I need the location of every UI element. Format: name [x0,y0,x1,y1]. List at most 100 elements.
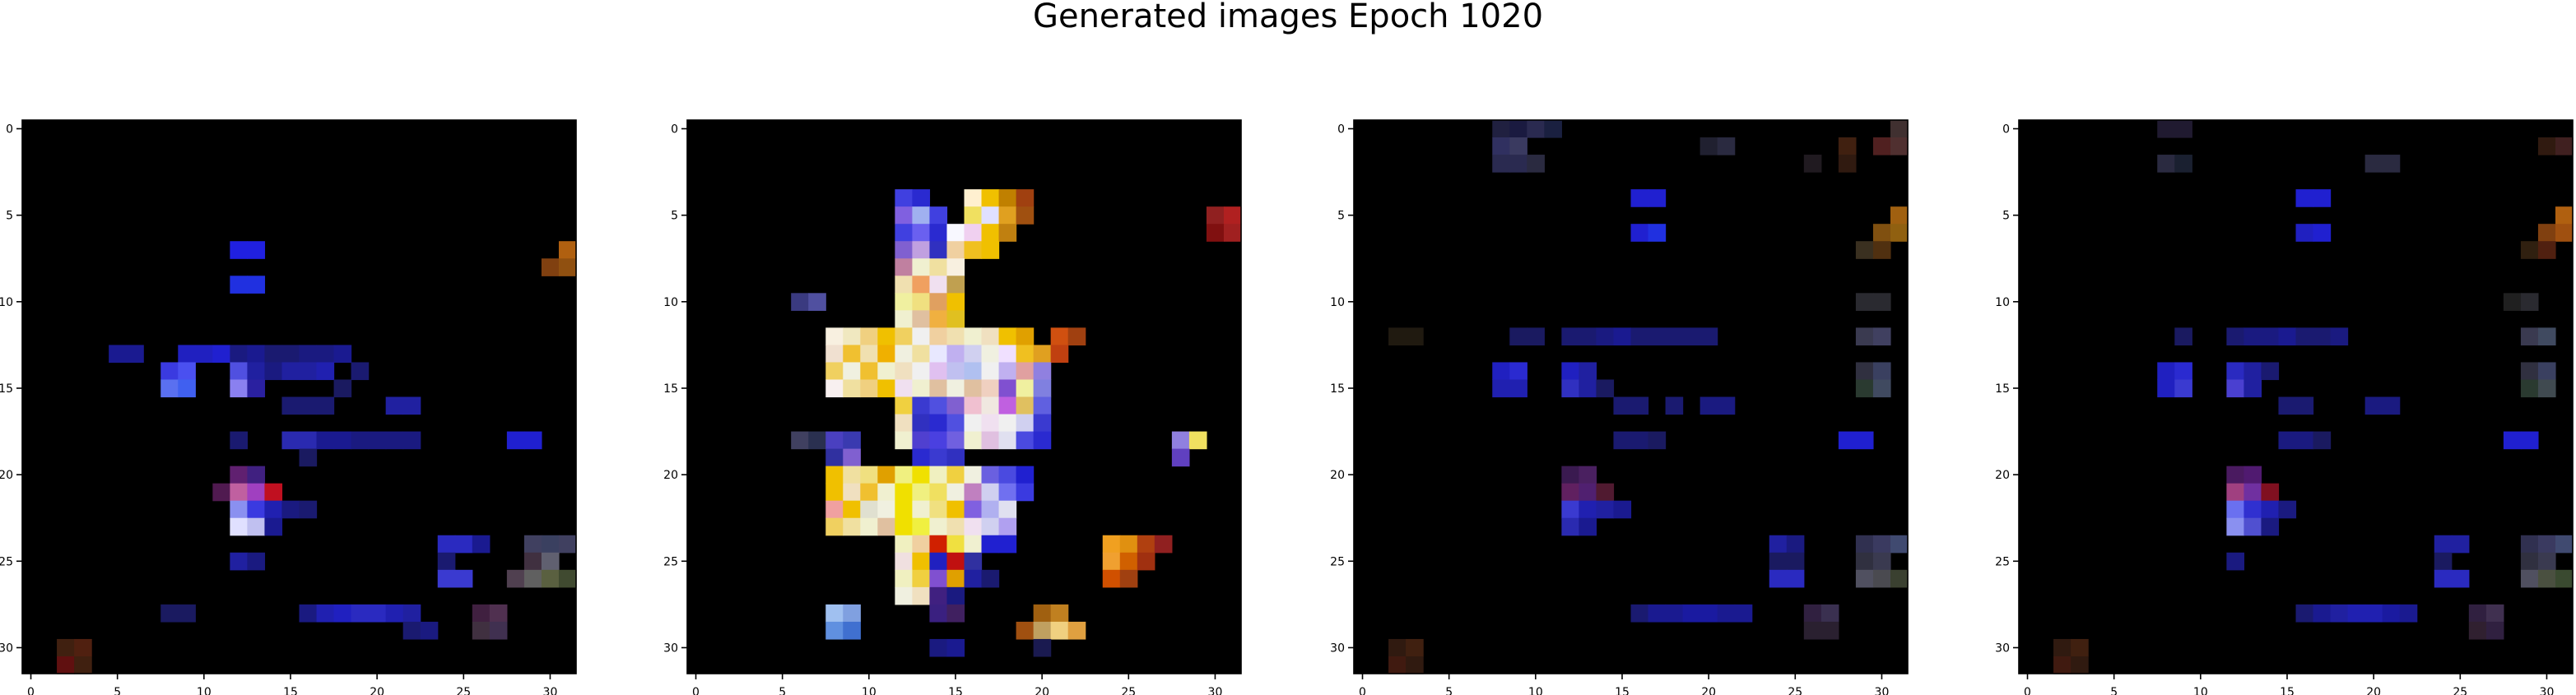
pixel-cell [281,345,300,364]
pixel-cell [1855,241,1874,259]
pixel-cell [402,431,421,450]
pixel-cell [946,276,965,294]
pixel-cell [964,189,983,207]
pixel-cell [912,310,931,328]
pixel-cell [843,431,861,450]
pixel-cell [946,586,965,605]
pixel-cell [843,448,861,467]
y-tick-label: 30 [1330,642,1345,655]
pixel-cell [1527,155,1545,173]
pixel-cell [929,258,948,276]
pixel-cell [929,414,948,433]
pixel-cell [1206,224,1225,242]
pixel-cell [895,189,914,207]
pixel-cell [2226,466,2245,484]
pixel-cell [929,517,948,536]
pixel-cell [2537,137,2556,155]
pixel-cell [1769,569,1788,588]
pixel-cell [2295,189,2314,207]
pixel-cell [281,396,300,415]
pixel-cell [912,483,931,502]
pixel-cell [1769,552,1788,571]
pixel-cell [1388,327,1407,346]
pixel-cell [2295,224,2314,242]
pixel-cell [2174,379,2192,398]
pixel-cell [1648,327,1667,346]
pixel-cell [860,345,878,364]
pixel-cell [1561,362,1580,381]
pixel-cell [860,327,878,346]
pixel-cell [895,586,914,605]
pixel-cell [1579,483,1597,502]
pixel-cell [2537,552,2556,571]
pixel-cell [998,483,1017,502]
pixel-cell [1050,621,1069,640]
pixel-cell [489,604,508,623]
pixel-cell [2520,569,2539,588]
pixel-cell [964,241,983,259]
pixel-cell [912,189,931,207]
pixel-cell [247,379,266,398]
pixel-cell [946,500,965,519]
y-tick-label: 10 [0,296,13,309]
pixel-cell [1016,379,1035,398]
pixel-cell [523,431,542,450]
pixel-cell [2174,362,2192,381]
pixel-cell [981,396,1000,415]
pixel-cell [929,310,948,328]
pixel-cell [1855,379,1874,398]
pixel-cell [247,552,266,571]
pixel-cell [2520,327,2539,346]
pixel-cell [1067,621,1086,640]
pixel-cell [472,604,491,623]
pixel-cell [2485,604,2504,623]
y-tick-label: 10 [663,296,678,309]
pixel-cell [825,431,844,450]
pixel-cell [895,552,914,571]
pixel-cell [1596,379,1615,398]
x-tick-label: 15 [1615,686,1630,695]
pixel-cell [230,362,249,381]
pixel-cell [368,431,387,450]
pixel-cell [860,483,878,502]
pixel-cell [2157,362,2175,381]
pixel-cell [2399,604,2418,623]
x-tick-label: 10 [2193,686,2208,695]
pixel-cell [1033,621,1052,640]
pixel-cell [964,396,983,415]
pixel-cell [2382,155,2401,173]
pixel-cell [1630,327,1649,346]
pixel-cell [929,241,948,259]
pixel-cell [1579,517,1597,536]
pixel-cell [964,483,983,502]
pixel-cell [1648,189,1667,207]
pixel-cell [2520,379,2539,398]
y-tick-label: 5 [671,210,678,223]
pixel-cell [1872,327,1891,346]
pixel-cell [1700,396,1718,415]
pixel-cell [912,293,931,311]
pixel-cell [1188,431,1207,450]
heatmap-panel-2: 0 5 10 15 20 25 30 0 5 10 15 20 25 30 [663,119,1242,695]
pixel-cell [1630,604,1649,623]
pixel-cell [2261,327,2280,346]
pixel-cell [981,431,1000,450]
pixel-cell [895,414,914,433]
pixel-cell [1803,155,1822,173]
pixel-cell [825,448,844,467]
x-tick-label: 5 [114,686,121,695]
pixel-cell [998,345,1017,364]
pixel-cell [1872,137,1891,155]
pixel-cell [1648,604,1667,623]
pixel-cell [1769,535,1788,554]
pixel-cell [230,517,249,536]
pixel-cell [895,379,914,398]
y-tick-label: 5 [6,210,13,223]
y-tick-label: 25 [663,555,678,568]
pixel-cell [929,206,948,225]
pixel-cell [964,500,983,519]
pixel-cell [1700,137,1718,155]
pixel-cell [2053,638,2071,657]
pixel-cell [299,448,318,467]
pixel-cell [2434,535,2453,554]
